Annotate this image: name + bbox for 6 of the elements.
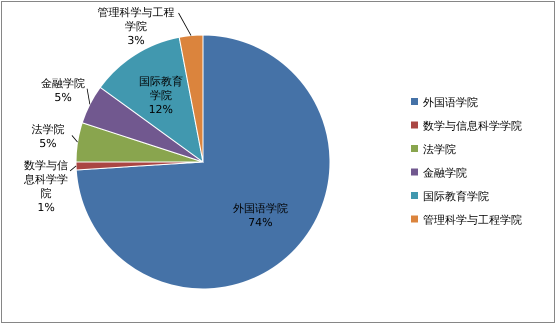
legend-label: 金融学院 (423, 166, 467, 180)
legend-label: 法学院 (423, 143, 456, 156)
legend-label: 数学与信息科学学院 (423, 120, 522, 132)
legend-label: 外国语学院 (423, 96, 478, 109)
legend-label: 国际教育学院 (423, 190, 489, 203)
legend-label: 管理科学与工程学院 (423, 214, 522, 226)
